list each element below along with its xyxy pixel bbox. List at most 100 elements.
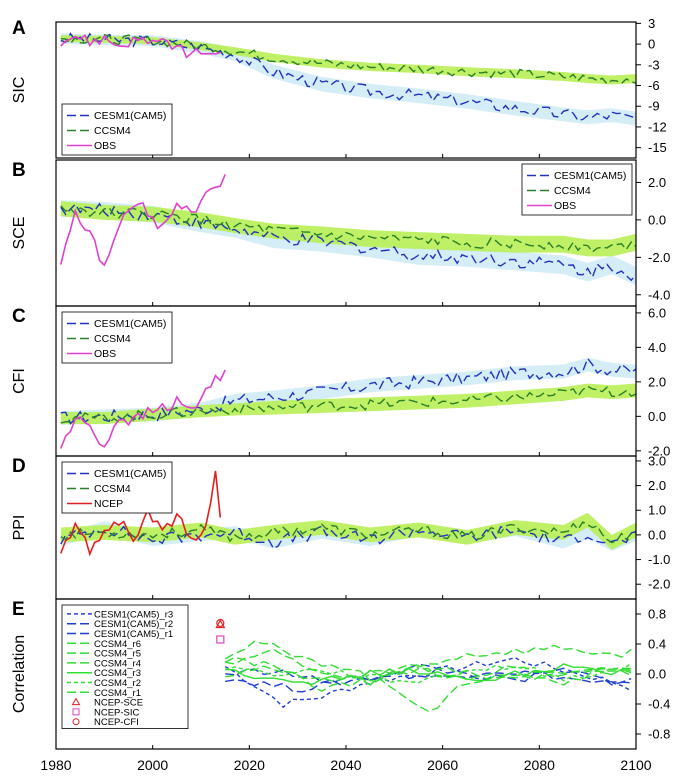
y-tick-label: -3 [648,57,660,72]
y-tick-label: 0 [648,37,655,52]
series-line-ccsm4 [60,521,636,544]
legend-label: CESM1(CAM5)_r3 [94,609,173,620]
legend-label: CCSM4_r2 [94,678,141,689]
x-tick-label: 2000 [137,757,168,773]
panel-d: 3.0 2.0 1.0 0.0 -1.0 -2.0 D PPI CESM1(CAM5) CCSM4… [11,453,670,600]
legend-label: CESM1(CAM5) [94,468,166,480]
legend-label: CCSM4 [94,125,131,137]
y-tick-label: -12 [648,119,667,134]
legend-label: NCEP [94,498,123,510]
legend-label: CESM1(CAM5)_r2 [94,619,173,630]
y-tick-label: 3.0 [648,453,666,468]
series-line-ccsm4-r6 [224,640,632,712]
legend-box [521,163,633,216]
panel-a: 3 0 -3 -6 -9 -12 -15 A SIC CESM1(CAM5) CCSM4 OBS [11,16,667,159]
band-ccsm4 [60,512,636,550]
series-line-ccsm4-r3 [225,663,632,686]
x-tick-label: 1980 [40,757,71,773]
series-line-ncep [60,470,222,557]
y-tick-label: -4.0 [648,287,670,302]
legend-marker-ncep-sic [72,708,80,716]
series-line-ccsm4 [60,385,636,424]
x-tick-label: 2080 [524,757,555,773]
legend-label: OBS [94,348,116,360]
x-tick-label: 2100 [620,757,651,773]
y-tick-label: 0.4 [648,637,666,652]
legend-label: OBS [554,200,576,212]
legend: CESM1(CAM5) CCSM4 NCEP [61,461,173,514]
y-tick-label: -0.8 [648,727,670,742]
series-line-obs [60,34,221,59]
y-tick-label: 2.0 [648,478,666,493]
y-tick-label: 0.0 [648,527,666,542]
y-tick-label: 3 [648,16,655,31]
marker-ncep-sic [216,635,225,644]
panel-letter: C [12,306,26,327]
legend-label: CESM1(CAM5)_r1 [94,629,173,640]
series-line-obs [60,369,226,449]
legend: CESM1(CAM5) CCSM4 OBS [61,103,173,156]
legend-label: CCSM4 [94,483,131,495]
y-axis-label: SIC [11,77,28,104]
legend-label: CCSM4_r1 [94,688,141,699]
y-tick-label: -1.0 [648,552,670,567]
panel-letter: D [12,456,26,477]
y-axis-label: CFI [11,368,28,394]
plot-area [60,357,636,449]
series-line-cesm1-cam5- [60,357,636,425]
series-line-cesm1-cam5-r3 [224,656,632,709]
legend-box [61,461,173,514]
plot-area [60,470,636,557]
panel-b: 2.0 0.0 -2.0 -4.0 B SCE CESM1(CAM5) CCSM4 OBS [11,159,670,307]
panel-e: 0.8 0.4 0.0 -0.4 -0.8 1980 2000 2020 2040 2060 208… [11,598,670,773]
legend: CESM1(CAM5) CCSM4 OBS [521,163,633,216]
legend-label: CESM1(CAM5) [94,110,166,122]
x-tick-label: 2020 [234,757,265,773]
x-tick-label: 2040 [330,757,361,773]
legend-marker-ncep-sce [71,697,81,706]
legend-box [61,311,173,364]
plot-area [60,173,636,286]
series-line-ccsm4-r5 [225,644,632,686]
series-line-obs [60,173,226,267]
series-line-cesm1-cam5- [60,525,636,550]
panel-letter: E [12,599,25,620]
band-cesm1-cam5- [60,33,636,126]
legend-label: CCSM4_r3 [94,668,141,679]
legend-label: CCSM4_r4 [94,658,141,669]
y-tick-label: -0.4 [648,697,670,712]
legend-label: CCSM4_r6 [94,639,141,650]
panel-letter: B [12,160,26,181]
y-axis-label: SCE [11,217,28,250]
legend-label: NCEP-SCE [94,698,143,709]
y-tick-label: 2.0 [648,175,666,190]
panel-letter: A [12,18,26,39]
x-tick-label: 2060 [427,757,458,773]
y-axis-label: Correlation [11,635,28,713]
legend: CESM1(CAM5) CCSM4 OBS [61,311,173,364]
plot-area [224,640,632,712]
y-axis-label: PPI [11,515,28,541]
legend-label: CESM1(CAM5) [554,170,626,182]
y-tick-label: -6 [648,78,660,93]
band-ccsm4 [60,201,636,257]
band-ccsm4 [60,383,636,425]
series-line-ccsm4-r1 [225,663,632,682]
y-tick-label: 2.0 [648,374,666,389]
y-tick-label: -2.0 [648,577,670,592]
legend-label: CCSM4_r5 [94,649,141,660]
y-tick-label: -15 [648,140,667,155]
legend-label: CCSM4 [94,333,131,345]
y-tick-label: 0.8 [648,607,666,622]
panel-c: 6.0 4.0 2.0 0.0 -2.0 C CFI CESM1(CAM5) CCSM4 OBS [11,305,670,458]
y-tick-label: 0.0 [648,409,666,424]
y-tick-label: 0.0 [648,212,666,227]
plot-area [60,32,636,126]
legend-label: CCSM4 [554,185,591,197]
y-tick-label: 1.0 [648,503,666,518]
legend: CESM1(CAM5)_r3CESM1(CAM5)_r2CESM1(CAM5)_… [61,604,189,729]
y-tick-label: -2.0 [648,250,670,265]
legend-label: OBS [94,140,116,152]
legend-box [61,604,189,729]
